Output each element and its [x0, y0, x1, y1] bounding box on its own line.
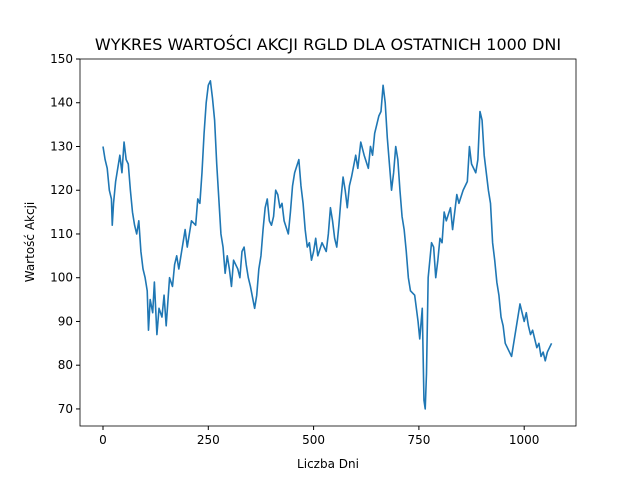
- y-tick-label: 130: [50, 139, 73, 153]
- x-tick-label: 0: [99, 433, 107, 447]
- data-line: [102, 80, 553, 410]
- chart-title: WYKRES WARTOŚCI AKCJI RGLD DLA OSTATNICH…: [95, 35, 561, 54]
- x-tick-label: 250: [197, 433, 220, 447]
- y-tick-label: 70: [58, 402, 73, 416]
- x-tick-label: 500: [302, 433, 325, 447]
- y-tick-label: 90: [58, 314, 73, 328]
- y-tick-label: 110: [50, 227, 73, 241]
- y-tick-label: 140: [50, 96, 73, 110]
- y-axis-label: Wartość Akcji: [23, 202, 37, 283]
- y-tick-label: 80: [58, 358, 73, 372]
- y-tick-label: 100: [50, 271, 73, 285]
- plot-frame: [79, 58, 577, 427]
- y-tick-label: 150: [50, 52, 73, 66]
- x-axis-label: Liczba Dni: [297, 457, 359, 471]
- x-tick-label: 750: [407, 433, 430, 447]
- x-tick-label: 1000: [509, 433, 540, 447]
- y-tick-label: 120: [50, 183, 73, 197]
